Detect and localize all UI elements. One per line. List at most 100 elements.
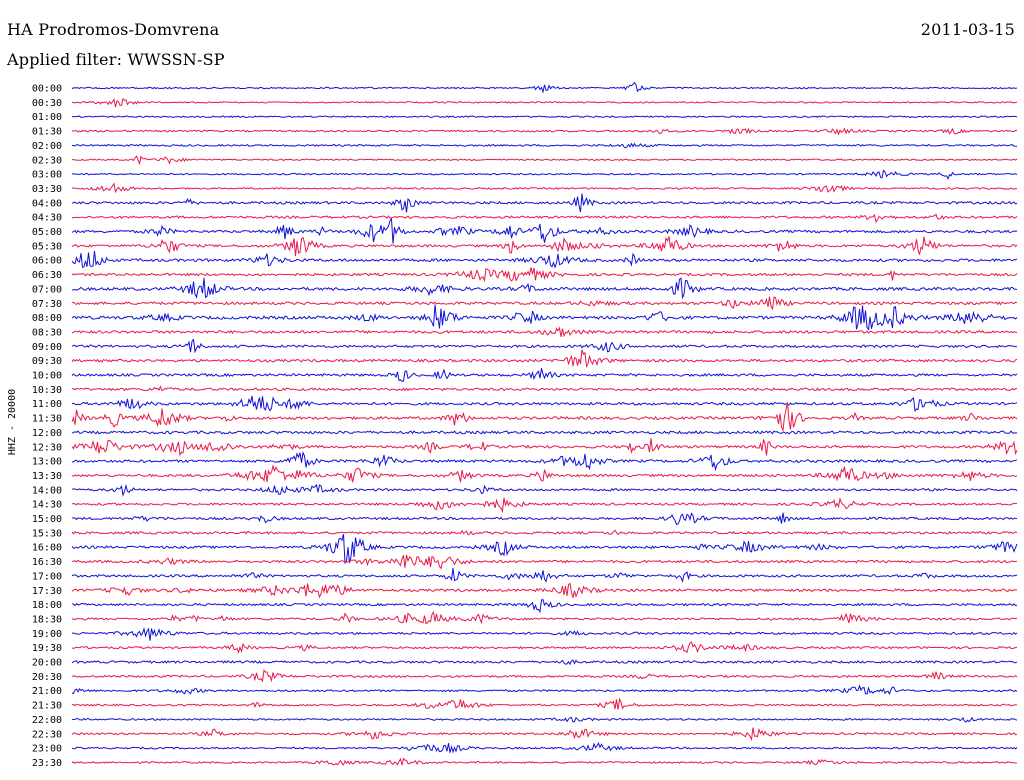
trace-2230 — [71, 727, 1018, 742]
trace-0230 — [71, 155, 1018, 166]
time-tick-1800: 18:00 — [32, 600, 62, 611]
time-tick-0900: 09:00 — [32, 342, 62, 353]
trace-1230 — [71, 438, 1018, 457]
trace-1130 — [71, 402, 1018, 433]
trace-2030 — [71, 668, 1018, 683]
time-tick-2030: 20:30 — [32, 672, 62, 683]
trace-0500 — [71, 217, 1018, 244]
time-tick-1900: 19:00 — [32, 629, 62, 640]
trace-1400 — [71, 483, 1018, 497]
trace-1930 — [71, 641, 1018, 654]
time-tick-0730: 07:30 — [32, 299, 62, 310]
trace-0130 — [71, 127, 1018, 136]
time-tick-0100: 01:00 — [32, 112, 62, 123]
time-tick-1430: 14:30 — [32, 500, 62, 511]
time-tick-2130: 21:30 — [32, 701, 62, 712]
time-tick-1830: 18:30 — [32, 614, 62, 625]
time-tick-2200: 22:00 — [32, 715, 62, 726]
trace-1000 — [71, 368, 1018, 382]
trace-1730 — [71, 582, 1018, 599]
time-tick-0330: 03:30 — [32, 184, 62, 195]
seismic-traces — [71, 81, 1018, 766]
time-tick-1630: 16:30 — [32, 557, 62, 568]
time-tick-1400: 14:00 — [32, 485, 62, 496]
trace-1100 — [71, 395, 1018, 413]
time-tick-0930: 09:30 — [32, 356, 62, 367]
trace-0830 — [71, 326, 1018, 338]
time-tick-0400: 04:00 — [32, 198, 62, 209]
time-tick-1600: 16:00 — [32, 543, 62, 554]
time-tick-1000: 10:00 — [32, 371, 62, 382]
trace-1630 — [71, 554, 1018, 570]
trace-2130 — [71, 697, 1018, 710]
trace-1600 — [71, 534, 1018, 565]
time-tick-2000: 20:00 — [32, 658, 62, 669]
record-date: 2011-03-15 — [920, 20, 1015, 39]
time-tick-0000: 00:00 — [32, 84, 62, 95]
time-tick-1300: 13:00 — [32, 457, 62, 468]
time-tick-1730: 17:30 — [32, 586, 62, 597]
trace-2100 — [71, 684, 1018, 696]
time-tick-0300: 03:00 — [32, 170, 62, 181]
time-tick-1530: 15:30 — [32, 528, 62, 539]
trace-0800 — [71, 304, 1018, 331]
trace-0600 — [71, 251, 1018, 269]
trace-1200 — [71, 430, 1018, 435]
trace-1430 — [71, 497, 1018, 514]
time-tick-0130: 01:30 — [32, 127, 62, 138]
time-tick-0230: 02:30 — [32, 155, 62, 166]
time-tick-0200: 02:00 — [32, 141, 62, 152]
time-tick-0430: 04:30 — [32, 213, 62, 224]
time-tick-0030: 00:30 — [32, 98, 62, 109]
time-tick-2330: 23:30 — [32, 758, 62, 769]
trace-0200 — [71, 142, 1017, 149]
trace-0930 — [71, 349, 1018, 369]
trace-1300 — [71, 450, 1018, 472]
trace-2200 — [72, 716, 1018, 723]
trace-0030 — [71, 97, 1018, 108]
time-tick-labels: 00:00 00:30 01:00 01:30 02:00 02:30 03:00 03:30… — [32, 84, 62, 769]
station-title: HA Prodromos-Domvrena — [7, 20, 220, 39]
time-tick-0600: 06:00 — [32, 256, 62, 267]
trace-1900 — [71, 626, 1018, 641]
trace-1800 — [71, 599, 1018, 614]
trace-0730 — [71, 296, 1018, 311]
trace-0330 — [71, 182, 1018, 194]
trace-1500 — [71, 512, 1018, 525]
trace-0630 — [71, 267, 1018, 283]
time-tick-0530: 05:30 — [32, 241, 62, 252]
time-tick-1100: 11:00 — [32, 399, 62, 410]
trace-0100 — [71, 115, 1018, 119]
trace-1830 — [71, 610, 1018, 625]
time-tick-0800: 08:00 — [32, 313, 62, 324]
time-tick-1500: 15:00 — [32, 514, 62, 525]
time-tick-0700: 07:00 — [32, 284, 62, 295]
time-tick-0830: 08:30 — [32, 327, 62, 338]
time-tick-2100: 21:00 — [32, 686, 62, 697]
trace-0000 — [71, 81, 1018, 94]
time-tick-0630: 06:30 — [32, 270, 62, 281]
trace-0300 — [71, 169, 1018, 181]
time-tick-1700: 17:00 — [32, 571, 62, 582]
trace-1530 — [71, 529, 1018, 536]
filter-label: Applied filter: WWSSN-SP — [7, 50, 225, 69]
trace-2000 — [71, 659, 1018, 666]
trace-0430 — [71, 213, 1018, 224]
time-tick-2300: 23:00 — [32, 744, 62, 755]
trace-1700 — [71, 568, 1018, 583]
time-tick-2230: 22:30 — [32, 729, 62, 740]
time-tick-1130: 11:30 — [32, 414, 62, 425]
time-tick-0500: 05:00 — [32, 227, 62, 238]
trace-0400 — [71, 193, 1018, 213]
trace-0530 — [71, 236, 1018, 257]
time-tick-1200: 12:00 — [32, 428, 62, 439]
trace-2300 — [71, 742, 1018, 754]
trace-0900 — [71, 338, 1017, 354]
time-tick-1230: 12:30 — [32, 442, 62, 453]
time-tick-1030: 10:30 — [32, 385, 62, 396]
channel-axis-label: HHZ - 20000 — [7, 389, 18, 455]
time-tick-1330: 13:30 — [32, 471, 62, 482]
trace-1030 — [71, 385, 1018, 392]
trace-2330 — [71, 757, 1018, 766]
